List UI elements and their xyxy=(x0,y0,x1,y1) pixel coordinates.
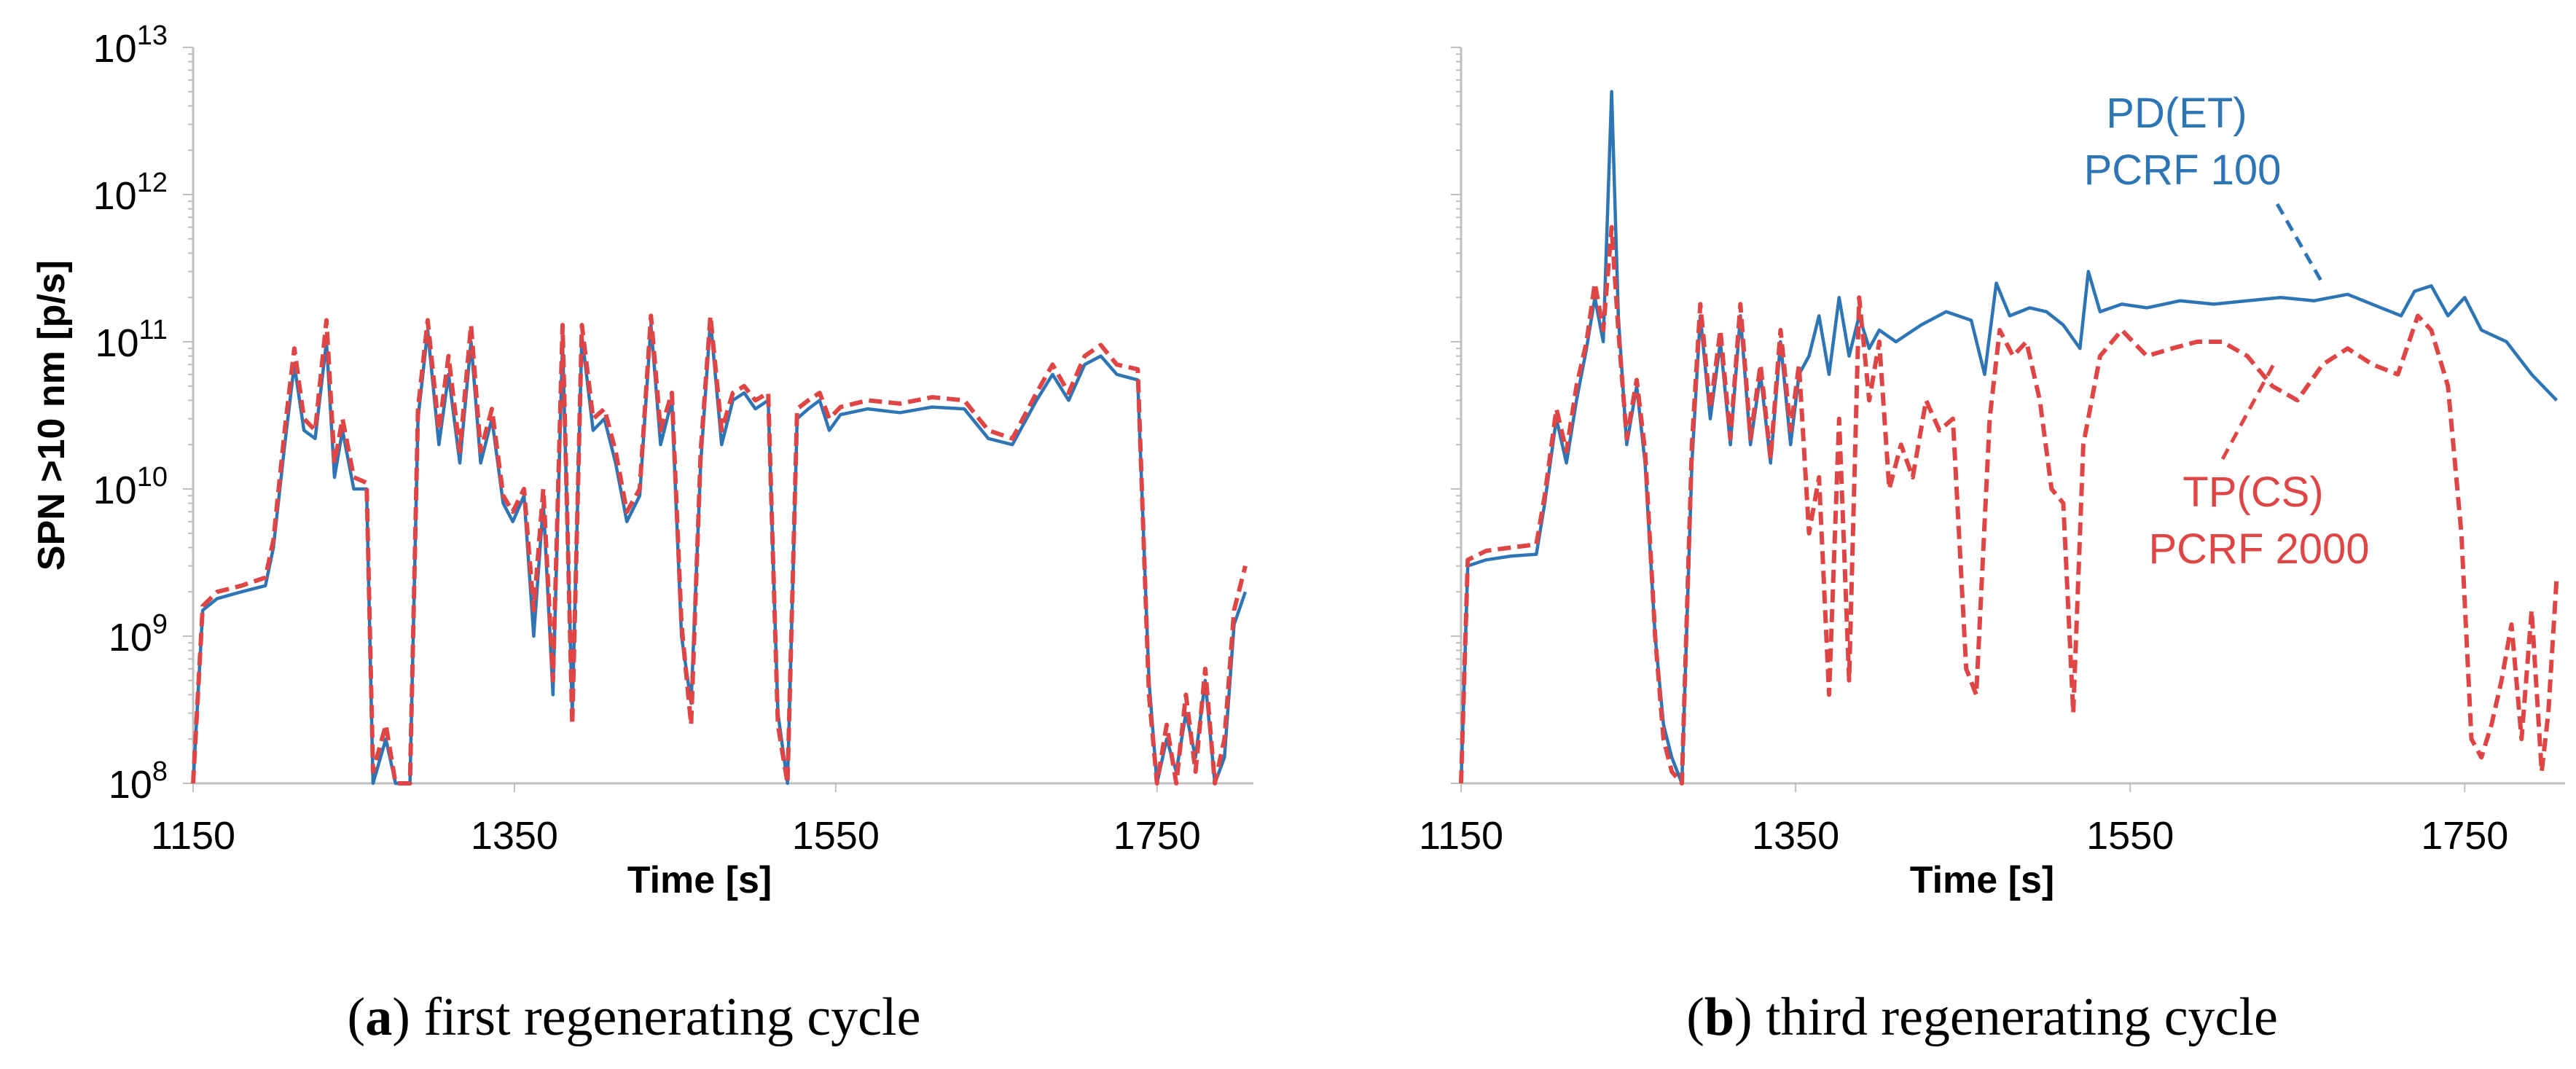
panel-b-series xyxy=(1459,90,2559,786)
panel-a-y-axis-title: SPN >10 nm [p/s] xyxy=(31,260,73,571)
y-tick-label: 109 xyxy=(109,609,168,659)
annotation-pd-et: PD(ET) PCRF 100 xyxy=(2084,90,2282,194)
annotation-pd-et-line1: PD(ET) xyxy=(2106,90,2247,137)
series-line-pd-et xyxy=(191,318,1248,786)
y-tick-label: 1012 xyxy=(93,168,168,218)
annotation-pd-et-line2: PCRF 100 xyxy=(2084,146,2282,194)
x-tick-label: 1150 xyxy=(151,814,235,858)
x-tick-label: 1550 xyxy=(2086,814,2174,858)
panel-a-caption: (a) first regenerating cycle xyxy=(348,987,921,1047)
panel-a-series xyxy=(191,313,1248,786)
panel-a-caption-letter: a xyxy=(365,987,392,1047)
y-tick-label: 1011 xyxy=(95,315,168,365)
panel-a-y-minor-ticks xyxy=(183,47,193,784)
panel-b-x-tick-labels: 1150 1350 1550 1750 xyxy=(1419,783,2508,858)
x-tick-label: 1750 xyxy=(2421,814,2508,858)
y-tick-label: 108 xyxy=(109,756,168,807)
series-line-pd-et xyxy=(1459,90,2559,786)
panel-a-y-tick-labels: 108 109 1010 1011 1012 1013 xyxy=(93,20,168,807)
panel-a-x-axis-title: Time [s] xyxy=(627,859,772,901)
panel-b-caption: (b) third regenerating cycle xyxy=(1686,987,2278,1047)
series-line-tp-cs xyxy=(1459,224,2559,786)
y-tick-label: 1013 xyxy=(93,20,168,71)
x-tick-label: 1350 xyxy=(1752,814,1839,858)
panel-a-caption-open: ( xyxy=(348,987,366,1047)
x-tick-label: 1150 xyxy=(1419,814,1503,858)
x-tick-label: 1350 xyxy=(471,814,558,858)
annotation-tp-cs: TP(CS) PCRF 2000 xyxy=(2148,469,2369,573)
panel-b-caption-text: ) third regenerating cycle xyxy=(1734,987,2278,1047)
panel-b-caption-letter: b xyxy=(1704,987,1734,1047)
annotation-tp-cs-line1: TP(CS) xyxy=(2182,469,2323,516)
panel-b-caption-open: ( xyxy=(1686,987,1704,1047)
panel-a-caption-text: ) first regenerating cycle xyxy=(392,987,920,1047)
x-tick-label: 1550 xyxy=(792,814,880,858)
panel-b-x-axis-title: Time [s] xyxy=(1910,859,2054,901)
chart-panel-b: 1150 1350 1550 1750 Time [s] PD(ET) PCRF 10… xyxy=(1419,47,2565,1047)
annotation-tp-cs-line2: PCRF 2000 xyxy=(2148,525,2369,573)
annotation-pd-et-leader xyxy=(2275,203,2323,282)
x-tick-label: 1750 xyxy=(1113,814,1201,858)
series-line-tp-cs xyxy=(191,313,1248,786)
panel-a-x-tick-labels: 1150 1350 1550 1750 xyxy=(151,783,1201,858)
panel-b-y-minor-ticks xyxy=(1451,47,1461,784)
y-tick-label: 1010 xyxy=(93,462,168,512)
